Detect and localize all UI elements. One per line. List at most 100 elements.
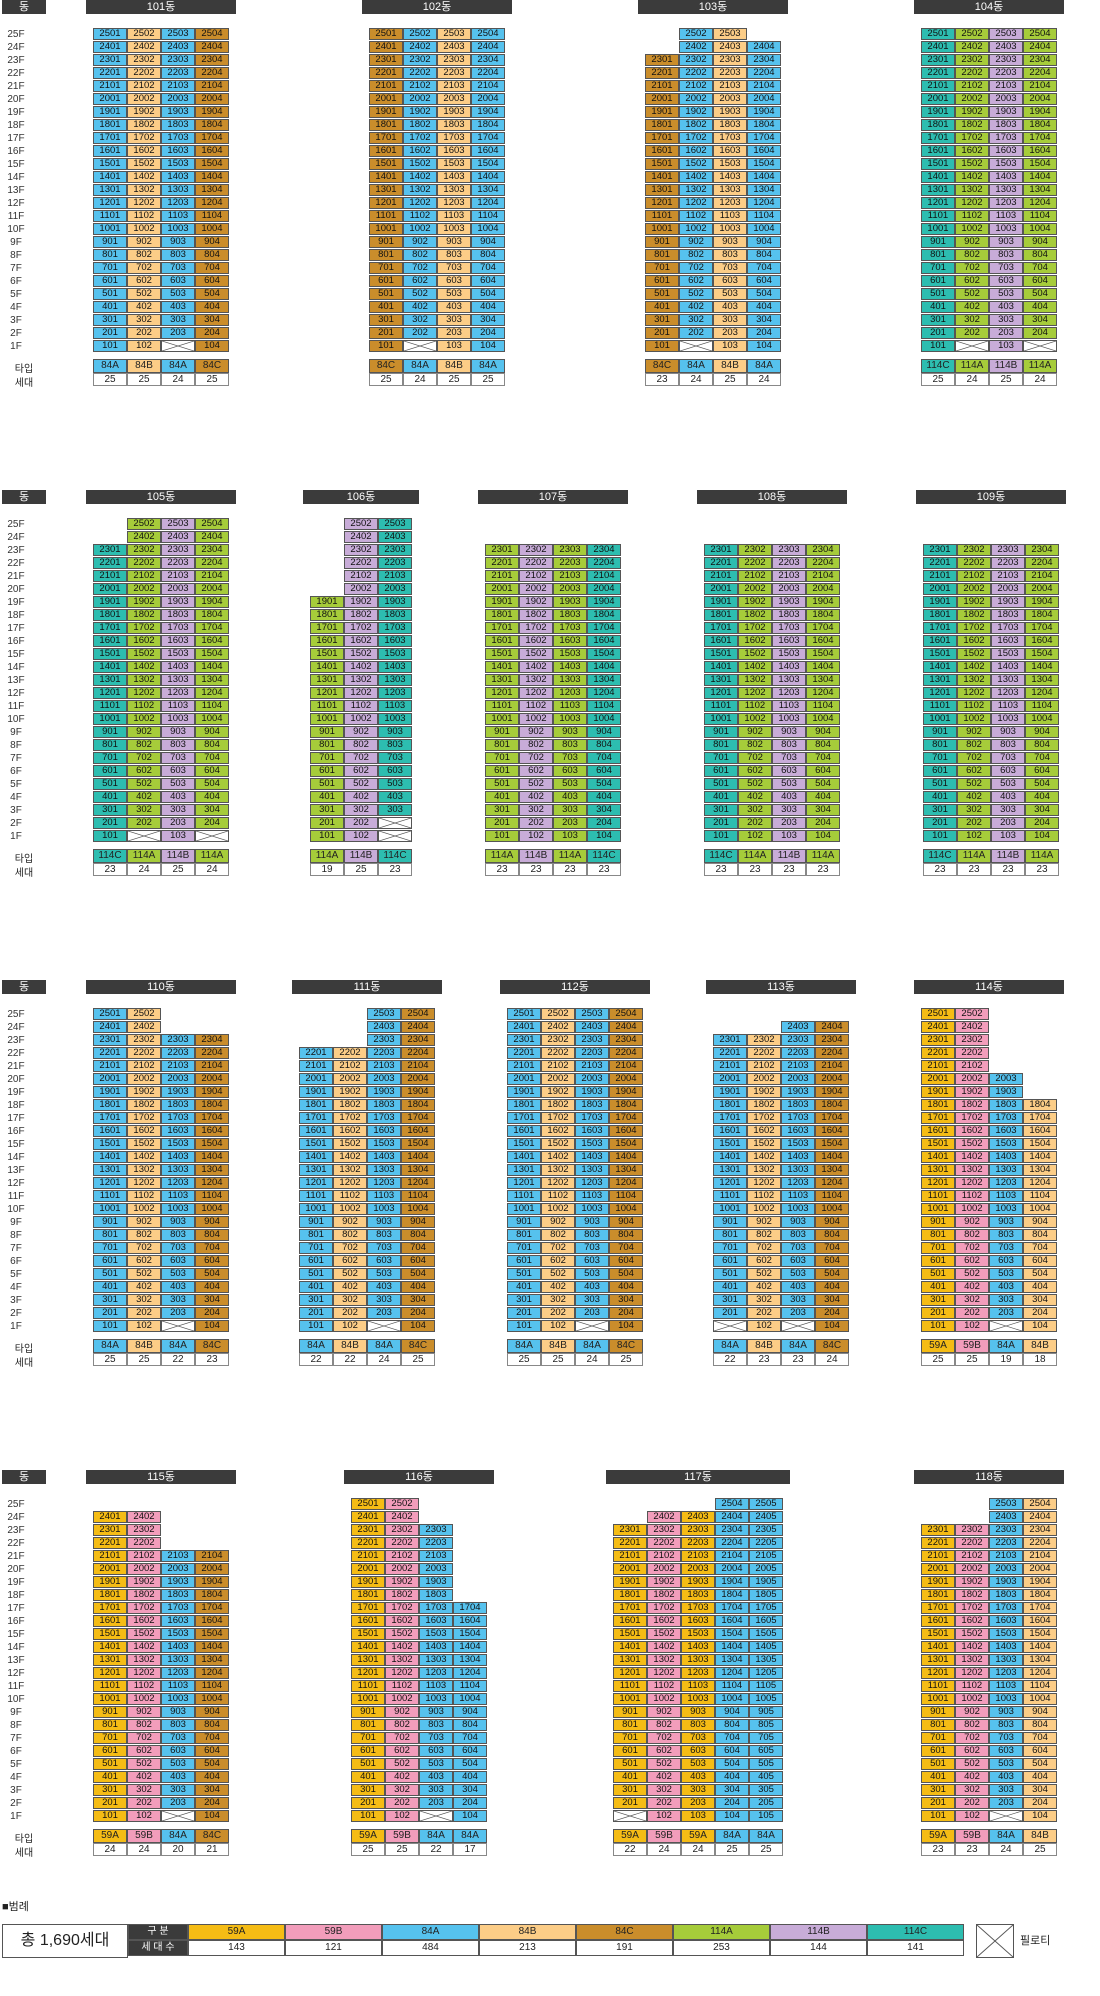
unit-cell: 203 [991, 817, 1025, 829]
type-cell: 84A [749, 1829, 783, 1843]
unit-cell: 103 [991, 830, 1025, 842]
unit-cell: 904 [195, 1706, 229, 1718]
unit-cell: 1001 [507, 1203, 541, 1215]
unit-cell: 2004 [195, 1563, 229, 1575]
unit-cell: 702 [955, 1732, 989, 1744]
unit-cell: 1303 [437, 184, 471, 196]
unit-cell: 1505 [749, 1628, 783, 1640]
unit-cell: 1402 [747, 1151, 781, 1163]
unit-cell: 203 [989, 1307, 1023, 1319]
unit-cell: 804 [471, 249, 505, 261]
unit-cell: 802 [385, 1719, 419, 1731]
unit-cell: 1204 [401, 1177, 435, 1189]
household-count: 24 [127, 863, 161, 876]
unit-cell: 2301 [921, 1034, 955, 1046]
unit-cell: 304 [471, 314, 505, 326]
unit-cell: 1703 [553, 622, 587, 634]
unit-cell: 2402 [344, 531, 378, 543]
unit-cell: 1101 [923, 700, 957, 712]
unit-cell: 1402 [647, 1641, 681, 1653]
unit-cell: 2105 [749, 1550, 783, 1562]
unit-cell: 1704 [195, 622, 229, 634]
unit-cell: 1704 [1025, 622, 1059, 634]
unit-cell: 1702 [385, 1602, 419, 1614]
unit-cell: 1002 [127, 1203, 161, 1215]
unit-cell: 504 [806, 778, 840, 790]
unit-cell: 502 [955, 288, 989, 300]
unit-cell: 1003 [772, 713, 806, 725]
building-header: 107동 [478, 490, 628, 504]
piloti-cell [403, 340, 437, 352]
unit-cell: 1801 [310, 609, 344, 621]
unit-cell: 1502 [747, 1138, 781, 1150]
households-row-label: 세대 [14, 1358, 34, 1369]
household-count: 25 [749, 1843, 783, 1856]
unit-cell: 2203 [989, 67, 1023, 79]
unit-cell: 1204 [715, 1667, 749, 1679]
unit-cell: 304 [747, 314, 781, 326]
unit-cell: 201 [369, 327, 403, 339]
unit-cell: 302 [738, 804, 772, 816]
unit-cell: 2304 [195, 54, 229, 66]
floor-label: 23F [7, 545, 25, 556]
unit-cell: 1603 [419, 1615, 453, 1627]
unit-cell: 805 [749, 1719, 783, 1731]
unit-cell: 1602 [747, 1125, 781, 1137]
unit-cell: 401 [351, 1771, 385, 1783]
unit-cell: 1703 [681, 1602, 715, 1614]
unit-cell: 1703 [378, 622, 412, 634]
unit-cell: 501 [507, 1268, 541, 1280]
unit-cell: 2101 [613, 1550, 647, 1562]
unit-cell: 803 [772, 739, 806, 751]
unit-cell: 103 [553, 830, 587, 842]
unit-cell: 1404 [815, 1151, 849, 1163]
floor-label: 16F [7, 1126, 25, 1137]
unit-cell: 503 [367, 1268, 401, 1280]
unit-cell: 1702 [127, 132, 161, 144]
unit-cell: 1104 [747, 210, 781, 222]
unit-cell: 2201 [923, 557, 957, 569]
unit-cell: 1101 [93, 1190, 127, 1202]
unit-cell: 1104 [1023, 210, 1057, 222]
type-cell: 114C [921, 359, 955, 373]
unit-cell: 1604 [195, 145, 229, 157]
unit-cell: 201 [704, 817, 738, 829]
household-count: 25 [471, 373, 505, 386]
unit-cell: 1904 [195, 1576, 229, 1588]
floor-label: 1F [10, 1321, 22, 1332]
unit-cell: 1905 [749, 1576, 783, 1588]
unit-cell: 2303 [781, 1034, 815, 1046]
floor-label: 8F [10, 740, 22, 751]
unit-cell: 902 [344, 726, 378, 738]
unit-cell: 903 [681, 1706, 715, 1718]
unit-cell: 1602 [519, 635, 553, 647]
unit-cell: 1201 [93, 687, 127, 699]
unit-cell: 1603 [367, 1125, 401, 1137]
unit-cell: 302 [127, 804, 161, 816]
unit-cell: 1902 [747, 1086, 781, 1098]
unit-cell: 1504 [1023, 158, 1057, 170]
unit-cell: 804 [609, 1229, 643, 1241]
unit-cell: 502 [955, 1268, 989, 1280]
unit-cell: 401 [93, 1771, 127, 1783]
unit-cell: 1302 [519, 674, 553, 686]
unit-cell: 1504 [715, 1628, 749, 1640]
type-cell: 84B [747, 1339, 781, 1353]
unit-cell: 1702 [127, 622, 161, 634]
unit-cell: 701 [921, 1242, 955, 1254]
unit-cell: 601 [93, 275, 127, 287]
unit-cell: 1602 [957, 635, 991, 647]
floor-label: 14F [7, 172, 25, 183]
unit-cell: 901 [613, 1706, 647, 1718]
unit-cell: 2403 [367, 1021, 401, 1033]
floor-label: 24F [7, 532, 25, 543]
unit-cell: 2303 [989, 54, 1023, 66]
unit-cell: 301 [713, 1294, 747, 1306]
unit-cell: 1401 [921, 171, 955, 183]
unit-cell: 2504 [195, 28, 229, 40]
unit-cell: 902 [679, 236, 713, 248]
unit-cell: 1503 [378, 648, 412, 660]
unit-cell: 801 [485, 739, 519, 751]
unit-cell: 402 [127, 791, 161, 803]
household-count: 22 [161, 1353, 195, 1366]
